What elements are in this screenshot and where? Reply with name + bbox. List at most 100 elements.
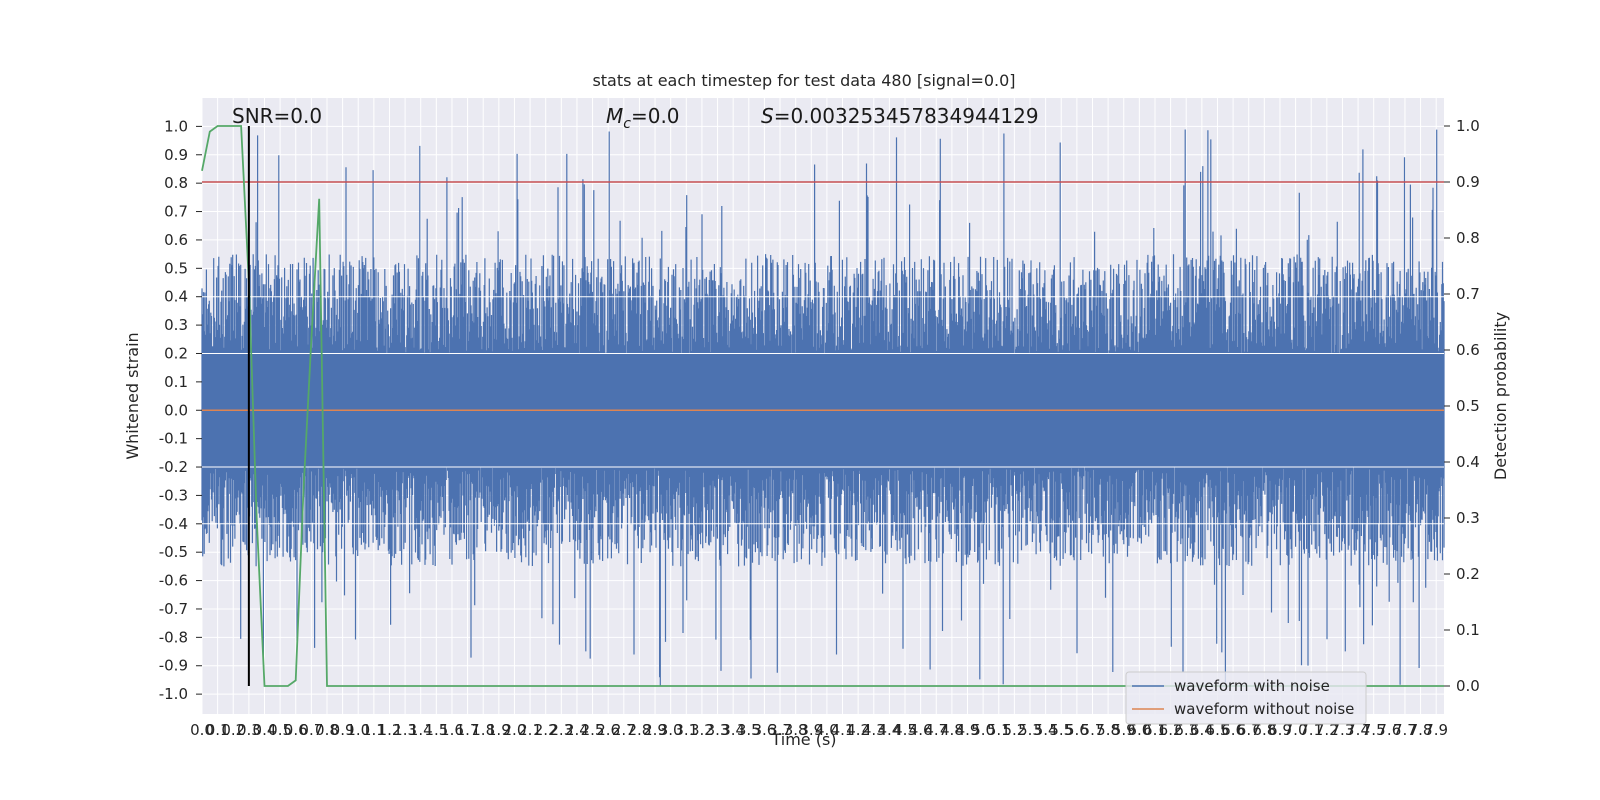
- x-tick-label: 3.5: [737, 721, 761, 739]
- x-tick-label: 0.4: [253, 721, 277, 739]
- legend-label-without-noise: waveform without noise: [1174, 700, 1354, 718]
- y-tick-label: 0.8: [164, 174, 188, 192]
- x-tick-label: 2.8: [628, 721, 652, 739]
- x-tick-label: 7.8: [1409, 721, 1433, 739]
- y-tick-label: -0.3: [159, 486, 188, 504]
- y-axis-label: Whitened strain: [123, 332, 142, 459]
- s-symbol: S: [761, 104, 774, 128]
- y2-tick-label: 0.9: [1456, 173, 1480, 191]
- x-tick-label: 5.2: [1002, 721, 1026, 739]
- y-tick-label: 0.0: [164, 401, 188, 419]
- x-tick-label: 2.9: [643, 721, 667, 739]
- x-tick-label: 4.2: [846, 721, 870, 739]
- y2-tick-label: 0.6: [1456, 341, 1480, 359]
- x-tick-label: 6.1: [1143, 721, 1167, 739]
- x-tick-label: 4.1: [831, 721, 855, 739]
- x-tick-label: 3.4: [721, 721, 745, 739]
- chirp-mass-symbol: M: [606, 104, 623, 128]
- chirp-mass-annotation: Mc=0.0: [606, 104, 680, 132]
- y2-tick-label: 1.0: [1456, 117, 1480, 135]
- x-tick-label: 4.5: [893, 721, 917, 739]
- x-tick-label: 1.2: [378, 721, 402, 739]
- x-tick-label: 2.0: [503, 721, 527, 739]
- x-tick-label: 7.9: [1424, 721, 1448, 739]
- x-tick-label: 1.8: [471, 721, 495, 739]
- x-tick-label: 5.4: [1034, 721, 1058, 739]
- x-tick-label: 1.5: [424, 721, 448, 739]
- x-tick-label: 3.0: [659, 721, 683, 739]
- x-tick-label: 1.3: [393, 721, 417, 739]
- x-tick-label: 2.5: [581, 721, 605, 739]
- x-tick-label: 3.3: [706, 721, 730, 739]
- x-tick-label: 0.0: [190, 721, 214, 739]
- x-tick-label: 1.7: [456, 721, 480, 739]
- y-tick-label: 0.1: [164, 373, 188, 391]
- x-tick-label: 0.6: [284, 721, 308, 739]
- x-tick-label: 4.9: [956, 721, 980, 739]
- x-tick-label: 7.6: [1377, 721, 1401, 739]
- x-tick-label: 1.9: [487, 721, 511, 739]
- y-tick-label: -0.6: [159, 572, 188, 590]
- y2-tick-label: 0.2: [1456, 565, 1480, 583]
- y2-tick-label: 0.0: [1456, 677, 1480, 695]
- y-tick-label: 0.9: [164, 146, 188, 164]
- chirp-mass-subscript: c: [623, 116, 631, 132]
- x-tick-label: 7.3: [1331, 721, 1355, 739]
- x-tick-label: 4.3: [862, 721, 886, 739]
- s-annotation: S=0.0032534578349441​29: [761, 104, 1039, 128]
- y-tick-label: 0.3: [164, 316, 188, 334]
- x-axis-ticks: 0.00.10.20.30.40.50.60.70.80.91.01.11.21…: [190, 721, 1448, 739]
- x-tick-label: 1.4: [409, 721, 433, 739]
- x-tick-label: 0.3: [237, 721, 261, 739]
- x-tick-label: 3.7: [768, 721, 792, 739]
- y-tick-label: 0.6: [164, 231, 188, 249]
- x-tick-label: 6.6: [1221, 721, 1245, 739]
- x-tick-label: 7.4: [1346, 721, 1370, 739]
- x-tick-label: 1.0: [346, 721, 370, 739]
- x-tick-label: 2.6: [596, 721, 620, 739]
- y-tick-label: -0.7: [159, 600, 188, 618]
- x-tick-label: 4.0: [815, 721, 839, 739]
- x-tick-label: 3.8: [784, 721, 808, 739]
- chart-title: stats at each timestep for test data 480…: [592, 71, 1015, 90]
- x-tick-label: 5.8: [1096, 721, 1120, 739]
- x-tick-label: 4.8: [940, 721, 964, 739]
- x-tick-label: 5.7: [1081, 721, 1105, 739]
- y-tick-label: 0.5: [164, 259, 188, 277]
- y-tick-label: 0.4: [164, 288, 188, 306]
- y-tick-label: -0.8: [159, 628, 188, 646]
- x-tick-label: 0.9: [331, 721, 355, 739]
- y-tick-label: -0.4: [159, 515, 188, 533]
- x-tick-label: 6.7: [1237, 721, 1261, 739]
- x-tick-label: 3.1: [674, 721, 698, 739]
- x-tick-label: 3.2: [690, 721, 714, 739]
- y-axis-ticks: 1.0 0.9 0.8 0.7 0.6 0.5 0.4 0.3 0.2 0.1 0.0 -0.1 -0.…: [159, 117, 202, 703]
- detection-probability-line: [201, 125, 1444, 687]
- x-tick-label: 5.9: [1112, 721, 1136, 739]
- x-tick-label: 6.3: [1174, 721, 1198, 739]
- y-tick-label: 0.2: [164, 344, 188, 362]
- x-tick-label: 7.0: [1284, 721, 1308, 739]
- x-tick-label: 6.5: [1206, 721, 1230, 739]
- x-tick-label: 4.6: [909, 721, 933, 739]
- chirp-mass-value: =0.0: [631, 104, 680, 128]
- x-tick-label: 1.1: [362, 721, 386, 739]
- x-tick-label: 6.0: [1127, 721, 1151, 739]
- x-tick-label: 5.1: [987, 721, 1011, 739]
- y2-tick-label: 0.4: [1456, 453, 1480, 471]
- y2-axis-ticks: 1.0 0.9 0.8 0.7 0.6 0.5 0.4 0.3 0.2 0.1 0.0: [1444, 117, 1480, 695]
- x-tick-label: 5.6: [1065, 721, 1089, 739]
- x-tick-label: 4.4: [877, 721, 901, 739]
- x-tick-label: 4.7: [924, 721, 948, 739]
- y2-tick-label: 0.7: [1456, 285, 1480, 303]
- x-tick-label: 6.9: [1268, 721, 1292, 739]
- y2-tick-label: 0.1: [1456, 621, 1480, 639]
- y-tick-label: 0.7: [164, 203, 188, 221]
- snr-annotation: SNR=0.0: [232, 104, 322, 128]
- x-tick-label: 5.3: [1018, 721, 1042, 739]
- x-tick-label: 0.7: [299, 721, 323, 739]
- y-tick-label: -0.9: [159, 657, 188, 675]
- x-tick-label: 6.4: [1190, 721, 1214, 739]
- x-tick-label: 1.6: [440, 721, 464, 739]
